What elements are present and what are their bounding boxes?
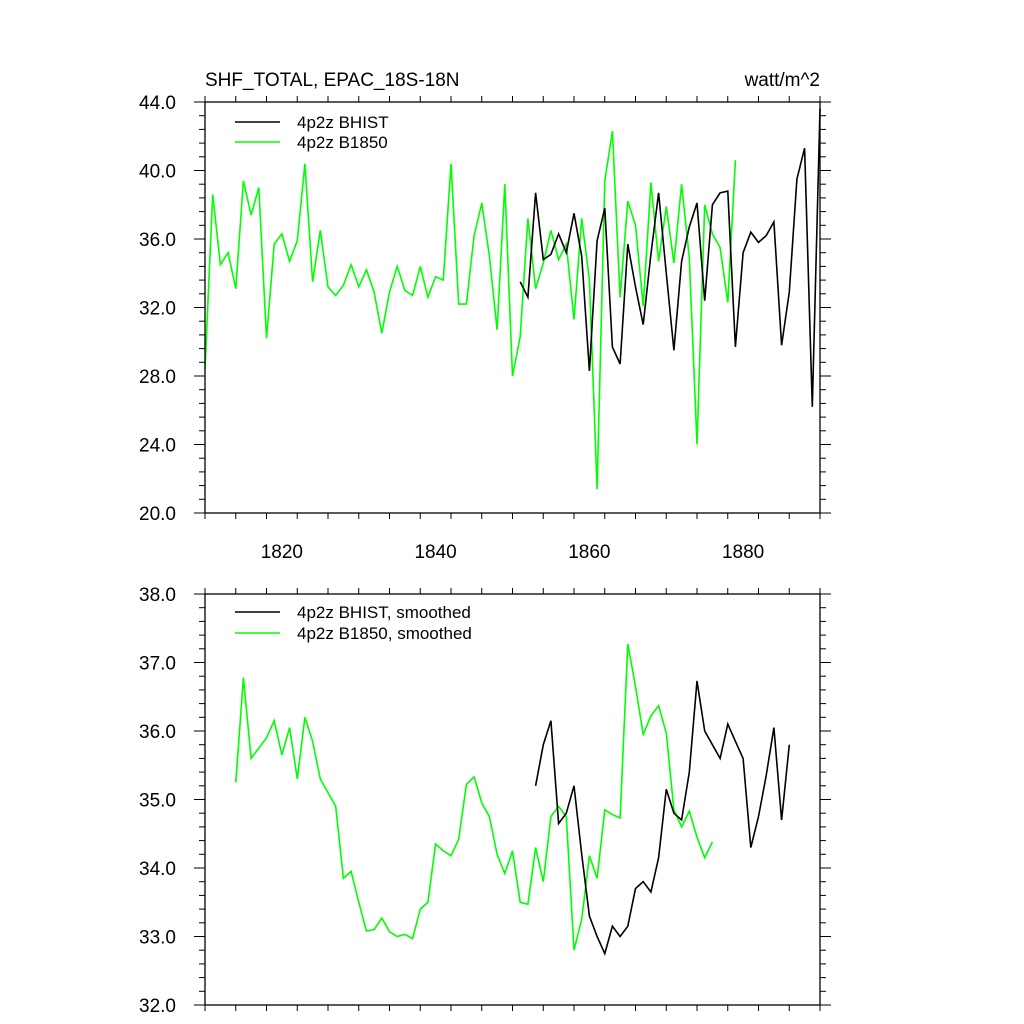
bottom-y-tick-label: 36.0 (139, 722, 176, 743)
top-y-tick-label: 24.0 (139, 436, 176, 457)
top-y-tick-label: 36.0 (139, 230, 176, 251)
bottom-plot-frame (204, 593, 821, 1006)
bottom-y-tick-label: 34.0 (139, 859, 176, 880)
top-y-tick-label: 28.0 (139, 367, 176, 388)
bottom-y-tick-label: 38.0 (139, 585, 176, 606)
top-x-tick-label: 1840 (414, 542, 456, 563)
top-x-tick-label: 1880 (722, 542, 764, 563)
bottom-y-tick-label: 35.0 (139, 791, 176, 812)
bottom-y-tick-label: 37.0 (139, 654, 176, 675)
top-x-tick-label: 1820 (261, 542, 303, 563)
top-y-tick-label: 32.0 (139, 299, 176, 320)
top-y-tick-label: 20.0 (139, 504, 176, 525)
top-chart-units: watt/m^2 (744, 70, 820, 91)
top-y-tick-label: 44.0 (139, 93, 176, 114)
bottom-panel: 32.0 33.0 34.0 35.0 36.0 37.0 38.0 4p2z BHIST,… (139, 585, 831, 1017)
bottom-legend-label: 4p2z BHIST, smoothed (297, 603, 471, 622)
top-y-tick-label: 40.0 (139, 162, 176, 183)
top-series-line-b1850 (204, 130, 737, 490)
top-panel: 20.0 24.0 28.0 32.0 36.0 40.0 44.0 1820 1840 1860… (139, 70, 831, 563)
top-chart-title: SHF_TOTAL, EPAC_18S-18N (205, 70, 460, 91)
top-x-tick-label: 1860 (568, 542, 610, 563)
bottom-y-tick-label: 32.0 (139, 996, 176, 1017)
bottom-legend-label: 4p2z B1850, smoothed (297, 624, 472, 643)
top-legend-label: 4p2z B1850 (297, 133, 388, 152)
bottom-y-tick-label: 33.0 (139, 928, 176, 949)
top-series-line-bhist (519, 108, 821, 407)
bottom-series-line-b1850 (235, 643, 714, 951)
top-legend-label: 4p2z BHIST (297, 113, 389, 132)
top-plot-frame (204, 101, 821, 514)
bottom-series-line-bhist (534, 680, 791, 956)
